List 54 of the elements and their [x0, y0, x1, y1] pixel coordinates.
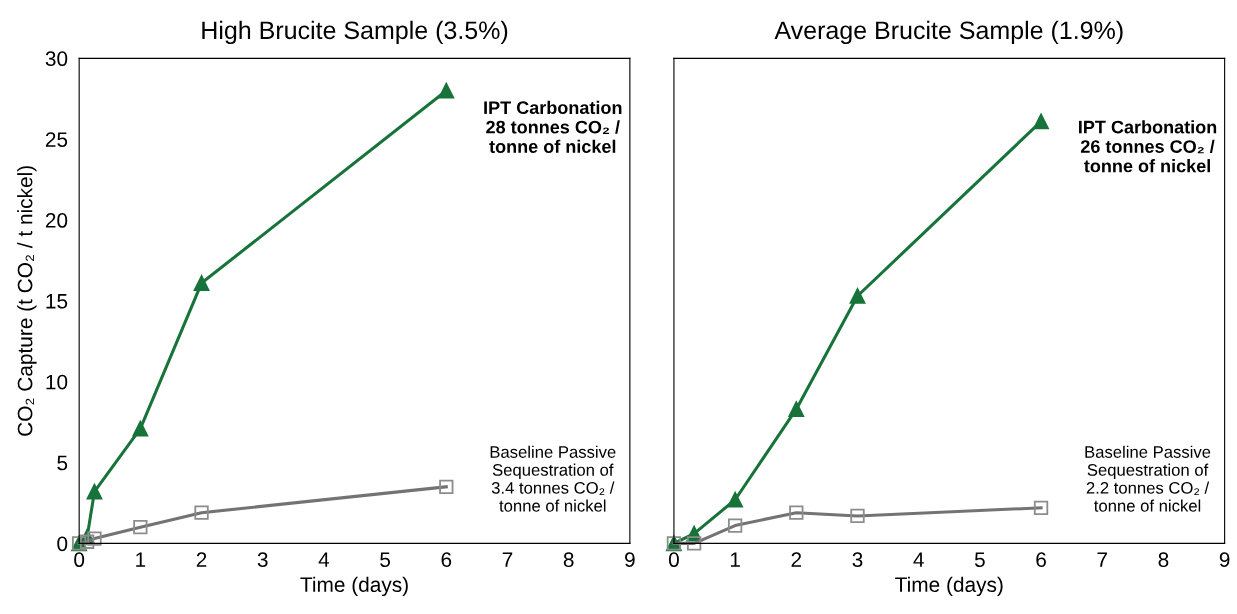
y-tick-label: 5 — [57, 455, 68, 471]
x-tick-label: 2 — [196, 552, 207, 567]
point — [193, 275, 210, 291]
x-tick-label: 9 — [1219, 552, 1230, 568]
point — [79, 534, 95, 549]
point — [439, 479, 454, 494]
x-axis-title: Time (days) — [895, 576, 1003, 597]
x-tick-label: 6 — [1036, 552, 1046, 568]
point — [132, 420, 149, 437]
y-tick-label: 15 — [46, 294, 68, 309]
x-tick-label: 7 — [502, 552, 513, 567]
x-tick-label: 6 — [441, 552, 452, 568]
x-tick-label: 4 — [318, 552, 330, 567]
y-axis-title: CO₂ Capture (t CO₂ / t nickel) — [17, 166, 37, 436]
annotation: IPT Carbonation 26 tonnes CO₂ / tonne of nickel — [1079, 120, 1217, 173]
point — [1033, 500, 1049, 515]
x-axis-title: Time (days) — [300, 576, 408, 597]
y-tick-label: 30 — [45, 51, 68, 67]
point — [849, 288, 866, 304]
point — [133, 520, 148, 535]
point — [727, 491, 743, 508]
x-tick-label: 1 — [136, 552, 146, 567]
annotation: IPT Carbonation 28 tonnes CO₂ / tonne of nickel — [484, 100, 622, 153]
x-tick-label: 7 — [1097, 552, 1107, 567]
annotation: Baseline Passive Sequestration of 2.2 tonnes CO₂ / tonne of nickel — [1085, 445, 1211, 512]
x-tick-label: 5 — [380, 552, 391, 568]
x-tick-label: 8 — [1158, 552, 1169, 568]
x-tick-label: 5 — [974, 552, 985, 568]
y-tick-label: 20 — [45, 213, 68, 228]
y-tick-label: 10 — [46, 374, 68, 390]
x-tick-label: 3 — [257, 552, 268, 568]
x-tick-label: 2 — [791, 552, 802, 567]
point — [850, 508, 865, 524]
x-tick-label: 8 — [563, 552, 574, 568]
x-tick-label: 0 — [74, 552, 85, 568]
x-tick-label: 3 — [852, 552, 863, 568]
x-tick-label: 1 — [730, 552, 740, 567]
point — [438, 82, 455, 99]
annotation: Baseline Passive Sequestration of 3.4 tonnes CO₂ / tonne of nickel — [490, 445, 616, 512]
point — [686, 536, 702, 551]
point — [789, 505, 804, 520]
chart-title: High Brucite Sample (3.5%) — [202, 20, 508, 45]
point — [727, 518, 743, 533]
x-tick-label: 9 — [625, 552, 635, 568]
point — [86, 483, 103, 500]
y-tick-label: 25 — [45, 132, 68, 147]
x-tick-label: 4 — [913, 552, 924, 567]
point — [194, 505, 209, 520]
point — [788, 401, 805, 418]
x-tick-label: 0 — [668, 552, 679, 568]
chart-title: Average Brucite Sample (1.9%) — [774, 20, 1123, 45]
point — [87, 531, 102, 546]
point — [1033, 113, 1049, 130]
y-tick-label: 0 — [57, 536, 68, 552]
